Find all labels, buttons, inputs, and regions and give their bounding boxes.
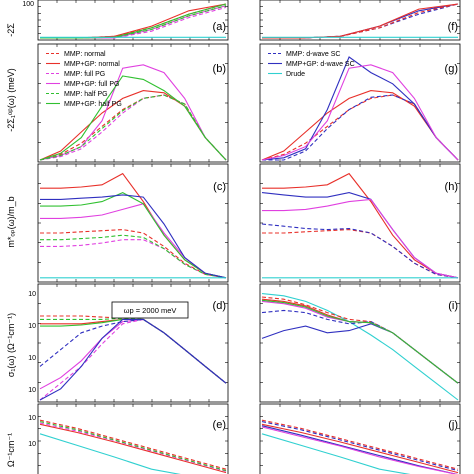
series-c-1 xyxy=(40,172,227,279)
series-c-4 xyxy=(40,234,227,279)
series-h-3 xyxy=(261,192,459,279)
series-d-1 xyxy=(40,318,227,384)
ylabel-d: σ₁(ω) (Ω⁻¹cm⁻¹) xyxy=(6,313,16,377)
legend-label-b-2: MMP: full PG xyxy=(64,71,105,78)
tick-label-d-1: 10 xyxy=(28,291,36,298)
ylabel-a: -2Σ xyxy=(6,23,16,37)
panel-label-f: (f) xyxy=(448,21,458,33)
legend-label-b-4: MMP: half PG xyxy=(64,91,108,98)
series-g-3 xyxy=(261,56,459,161)
ylabel-b: -2Σ₁ᵒᵖ(ω) (meV) xyxy=(6,68,16,131)
legend-label-g-1: MMP+GP: d-wave SC xyxy=(286,61,355,68)
panel-label-b: (b) xyxy=(213,63,226,75)
series-j-1 xyxy=(261,423,459,474)
panel-label-g: (g) xyxy=(445,63,458,75)
series-i-6 xyxy=(261,299,459,384)
tick-label-d-4: 10 xyxy=(28,387,36,394)
legend-label-b-3: MMP+GP: full PG xyxy=(64,81,119,88)
series-h-2 xyxy=(261,223,459,279)
series-d-7 xyxy=(39,318,227,401)
panel-frame-c xyxy=(37,163,229,283)
panel-frame-h xyxy=(259,163,461,283)
legend-label-b-1: MMP+GP: normal xyxy=(64,61,120,68)
series-j-2 xyxy=(261,421,459,472)
series-b-4 xyxy=(39,94,227,161)
panel-frame-f xyxy=(259,0,461,41)
series-i-5 xyxy=(261,300,459,384)
panel-j xyxy=(259,403,461,474)
series-d-3 xyxy=(39,318,227,390)
tick-label-d-2: 10 xyxy=(28,323,36,330)
series-b-5 xyxy=(39,75,227,161)
series-g-4 xyxy=(261,64,459,161)
series-a-4 xyxy=(40,5,227,39)
series-e-1 xyxy=(39,423,227,474)
series-d-2 xyxy=(39,318,227,401)
ylabel-e: Ω⁻¹cm⁻¹ xyxy=(6,433,16,467)
series-f-3 xyxy=(262,3,459,39)
series-j-5 xyxy=(261,433,411,474)
tick-label-a: 100 xyxy=(22,1,34,8)
legend-label-b-0: MMP: normal xyxy=(64,51,106,58)
legend-label-b-5: MMP+GP: half PG xyxy=(64,101,122,108)
series-h-1 xyxy=(262,172,459,279)
series-b-3 xyxy=(39,64,227,161)
panel-label-j: (j) xyxy=(448,419,458,431)
series-j-4 xyxy=(261,426,458,474)
series-j-0 xyxy=(261,419,459,470)
tick-label-e-2: 10 xyxy=(28,441,36,448)
panel-c xyxy=(37,163,229,283)
wp-annotation-text: ωp = 2000 meV xyxy=(124,306,177,315)
series-i-3 xyxy=(261,309,459,384)
tick-label-e-1: 10 xyxy=(28,415,36,422)
series-i-2 xyxy=(261,298,459,384)
series-i-1 xyxy=(261,296,459,384)
panel-label-i: (i) xyxy=(448,300,458,312)
legend-label-g-0: MMP: d-wave SC xyxy=(286,51,340,58)
legend-label-g-2: Drude xyxy=(286,71,305,78)
series-a-2 xyxy=(40,6,227,39)
series-j-3 xyxy=(261,425,458,474)
series-d-5 xyxy=(40,318,227,384)
wp-annotation-box xyxy=(111,301,189,319)
series-c-5 xyxy=(40,191,227,279)
overlay: (a) (b) (c) (d) (e) (f) (g) (h) (i) (j) … xyxy=(6,1,458,467)
panel-label-a: (a) xyxy=(213,21,226,33)
panel-e xyxy=(37,403,229,474)
series-f-1 xyxy=(262,3,459,39)
series-d-6 xyxy=(39,318,227,384)
panels: MMP: normal MMP+GP: normal MMP: full PG MMP… xyxy=(37,0,461,474)
panel-h xyxy=(259,163,461,283)
tick-label-d-3: 10 xyxy=(28,355,36,362)
panel-label-h: (h) xyxy=(445,181,458,193)
panel-b: MMP: normal MMP+GP: normal MMP: full PG MMP… xyxy=(37,43,229,163)
series-c-3 xyxy=(40,203,227,279)
panel-frame-i xyxy=(259,283,461,403)
series-g-1 xyxy=(261,90,459,161)
panel-d xyxy=(37,283,229,403)
series-c-2 xyxy=(40,239,227,279)
series-i-0 xyxy=(261,293,459,401)
series-d-4 xyxy=(40,317,227,384)
series-c-6 xyxy=(40,194,227,279)
series-h-4 xyxy=(262,198,459,279)
panel-f xyxy=(259,0,461,41)
panel-label-e: (e) xyxy=(213,419,226,431)
series-i-4 xyxy=(261,323,459,384)
series-c-0 xyxy=(40,229,227,279)
ylabel-c: m*ₒₚ(ω)/m_b xyxy=(6,196,16,247)
panel-label-d: (d) xyxy=(213,300,226,312)
panel-a xyxy=(37,0,229,41)
series-e-4 xyxy=(39,433,181,474)
panel-label-c: (c) xyxy=(213,181,226,193)
series-a-5 xyxy=(40,3,227,39)
panel-i xyxy=(259,283,461,403)
panel-g: MMP: d-wave SC MMP+GP: d-wave SC Drude xyxy=(259,43,461,163)
